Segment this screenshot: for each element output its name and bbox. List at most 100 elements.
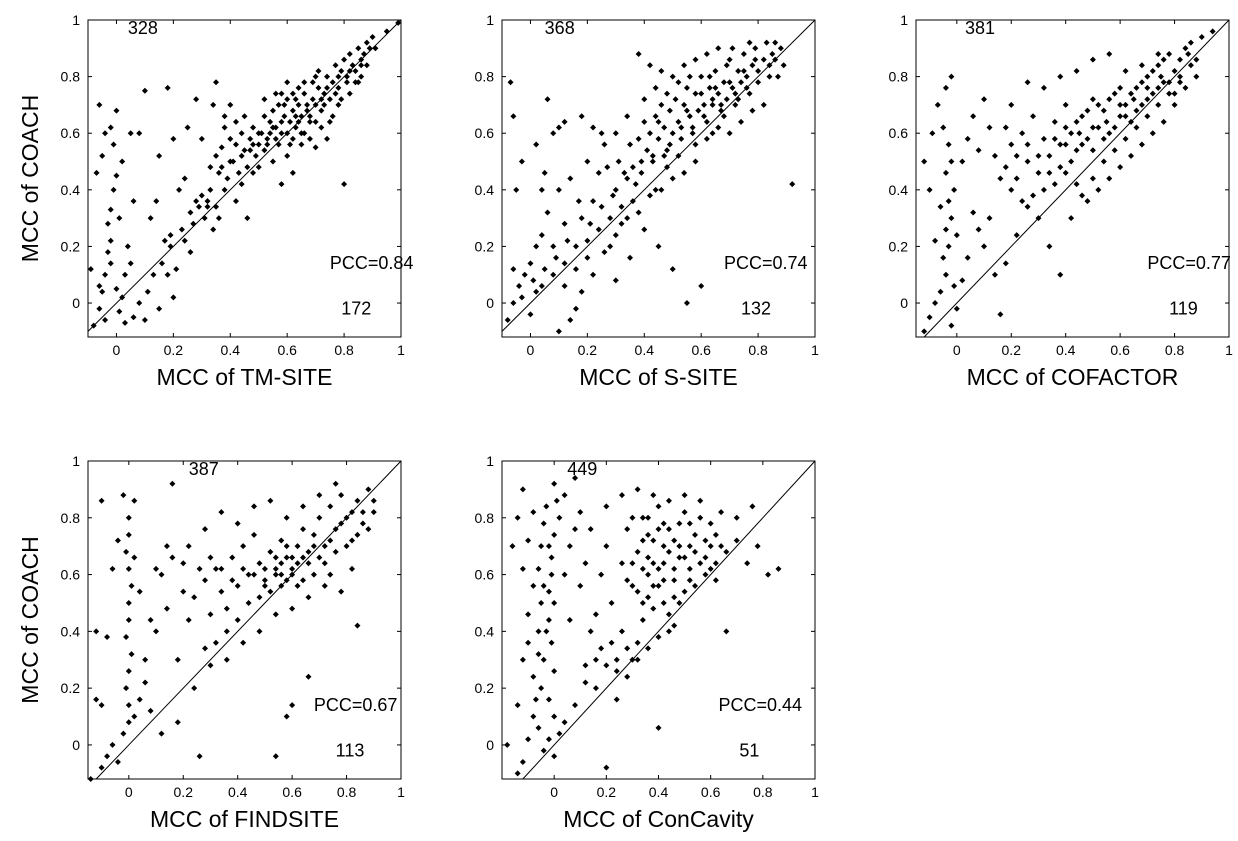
data-point — [190, 220, 197, 227]
x-axis-label: MCC of COFACTOR — [967, 364, 1179, 390]
data-point — [267, 588, 274, 595]
data-point — [1095, 124, 1102, 131]
x-tick-label: 0.2 — [174, 784, 194, 800]
data-point — [561, 118, 568, 125]
data-point — [332, 62, 339, 69]
x-tick-label: 0.4 — [221, 342, 241, 358]
data-point — [545, 736, 552, 743]
data-point — [338, 588, 345, 595]
data-point — [981, 96, 988, 103]
annotation-label: PCC=0.74 — [724, 253, 808, 273]
data-point — [1209, 28, 1216, 35]
data-point — [275, 141, 282, 148]
data-point — [672, 96, 679, 103]
data-point — [326, 96, 333, 103]
data-point — [346, 67, 353, 74]
data-point — [702, 554, 709, 561]
data-point — [227, 101, 234, 108]
data-point — [525, 639, 532, 646]
data-point — [548, 554, 555, 561]
data-point — [1024, 141, 1031, 148]
data-point — [929, 130, 936, 137]
data-point — [676, 599, 683, 606]
data-point — [1089, 56, 1096, 63]
data-point — [951, 186, 958, 193]
data-point — [153, 565, 160, 572]
data-point — [652, 186, 659, 193]
data-point — [87, 776, 94, 782]
data-point — [93, 696, 100, 703]
data-point — [104, 753, 111, 760]
data-point — [1106, 96, 1113, 103]
data-point — [519, 486, 526, 493]
data-point — [535, 628, 542, 635]
data-point — [278, 130, 285, 137]
data-point — [245, 599, 252, 606]
data-point — [1073, 118, 1080, 125]
y-tick-label: 0.8 — [475, 510, 495, 526]
data-point — [96, 283, 103, 290]
data-point — [212, 639, 219, 646]
data-point — [738, 79, 745, 86]
data-point — [1100, 158, 1107, 165]
data-point — [305, 560, 312, 567]
data-point — [207, 186, 214, 193]
data-point — [948, 73, 955, 80]
data-point — [945, 243, 952, 250]
data-point — [338, 67, 345, 74]
data-point — [349, 509, 356, 516]
data-point — [1149, 90, 1156, 97]
data-point — [278, 90, 285, 97]
data-point — [113, 285, 120, 292]
data-point — [545, 588, 552, 595]
data-point — [595, 226, 602, 233]
data-point — [665, 526, 672, 533]
data-point — [964, 254, 971, 261]
data-point — [338, 492, 345, 499]
data-point — [230, 158, 237, 165]
y-tick-label: 0 — [72, 737, 80, 753]
y-tick-label: 0.2 — [61, 680, 81, 696]
data-point — [638, 158, 645, 165]
data-point — [697, 560, 704, 567]
data-point — [346, 90, 353, 97]
data-point — [232, 141, 239, 148]
data-point — [942, 271, 949, 278]
data-point — [612, 277, 619, 284]
data-point — [1024, 158, 1031, 165]
diagonal-line — [95, 460, 402, 780]
data-point — [238, 181, 245, 188]
data-point — [632, 181, 639, 188]
data-point — [1062, 141, 1069, 148]
data-point — [142, 656, 149, 663]
data-point — [298, 141, 305, 148]
data-point — [572, 305, 579, 312]
data-point — [267, 548, 274, 555]
data-point — [655, 526, 662, 533]
data-point — [1106, 175, 1113, 182]
data-point — [540, 582, 547, 589]
data-point — [655, 118, 662, 125]
data-point — [198, 192, 205, 199]
x-axis-label: MCC of TM-SITE — [157, 364, 333, 390]
data-point — [652, 84, 659, 91]
data-point — [545, 617, 552, 623]
data-point — [318, 124, 325, 131]
data-point — [327, 503, 334, 510]
data-point — [689, 130, 696, 137]
data-point — [607, 243, 614, 250]
data-point — [592, 611, 599, 618]
data-point — [221, 186, 228, 193]
data-point — [629, 582, 636, 589]
data-point — [210, 226, 217, 233]
data-point — [301, 90, 308, 97]
data-point — [324, 135, 331, 142]
data-point — [158, 260, 165, 267]
data-point — [587, 220, 594, 227]
axis-ticks: 0 0.2 0.4 0.6 0.8 1 0 0.2 0.4 0.6 0.8 1 — [889, 12, 1234, 358]
data-point — [726, 56, 733, 63]
data-point — [544, 209, 551, 216]
data-point — [671, 594, 678, 601]
data-point — [545, 696, 552, 703]
data-point — [650, 537, 657, 544]
